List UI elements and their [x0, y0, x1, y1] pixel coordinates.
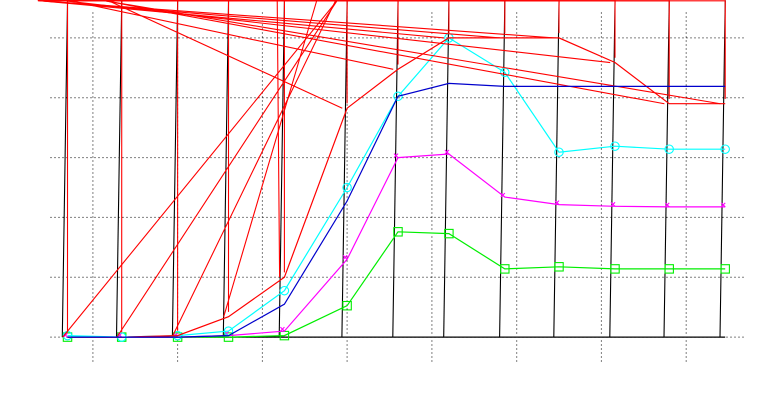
marker-square [444, 228, 454, 239]
data-point [61, 0, 69, 338]
data-point [554, 262, 564, 272]
data-point [393, 91, 403, 102]
series-layer [37, 0, 730, 342]
data-point [443, 0, 450, 338]
marker-x [500, 192, 506, 198]
series-5 [67, 82, 726, 338]
marker-triangle-left [663, 0, 670, 338]
data-point [500, 192, 506, 198]
data-point [115, 0, 123, 338]
marker-x [63, 332, 68, 338]
series-4 [37, 0, 726, 338]
data-point [719, 0, 726, 338]
marker-circle [664, 144, 674, 154]
data-point [393, 227, 403, 237]
marker-circle [554, 147, 564, 157]
marker-square [720, 264, 730, 274]
series-line [67, 82, 726, 338]
marker-circle [393, 91, 403, 102]
data-point [663, 0, 670, 338]
data-point [610, 141, 620, 151]
marker-triangle-left [171, 0, 179, 338]
data-point [341, 0, 348, 338]
marker-circle [610, 141, 620, 151]
marker-triangle-up [103, 0, 726, 105]
data-point [610, 201, 616, 207]
data-point [279, 285, 290, 296]
marker-triangle-left [719, 0, 726, 338]
data-point [103, 0, 726, 105]
data-point [342, 300, 352, 311]
data-point [720, 264, 730, 274]
marker-x [664, 202, 670, 208]
marker-triangle-left [443, 0, 450, 338]
data-point [500, 264, 510, 274]
data-point [393, 153, 399, 159]
marker-square [664, 264, 674, 274]
data-point [342, 182, 352, 193]
marker-x [342, 254, 348, 260]
data-point [171, 0, 179, 338]
data-point [342, 254, 348, 260]
marker-triangle-left [392, 0, 399, 338]
marker-x [393, 153, 399, 159]
marker-square [223, 332, 234, 342]
marker-square [554, 262, 564, 272]
data-point [222, 0, 230, 338]
data-point [280, 326, 285, 332]
data-point [499, 0, 506, 338]
series-line [67, 37, 726, 338]
data-point [554, 147, 564, 157]
marker-triangle-left [609, 0, 616, 338]
marker-x [554, 200, 560, 206]
marker-triangle-left [222, 0, 230, 338]
marker-x [720, 202, 726, 208]
data-point [444, 228, 454, 239]
data-point [554, 200, 560, 206]
data-point [63, 332, 68, 338]
data-point [223, 332, 234, 342]
marker-triangle-left [341, 0, 348, 338]
data-point [444, 149, 450, 155]
data-point [664, 144, 674, 154]
marker-square [393, 227, 403, 237]
marker-circle [342, 182, 352, 193]
data-point [609, 0, 616, 338]
marker-circle [720, 144, 730, 154]
marker-square [500, 264, 510, 274]
marker-triangle-left [61, 0, 69, 338]
marker-triangle-left [115, 0, 123, 338]
marker-x [280, 326, 285, 332]
marker-square [610, 264, 620, 274]
marker-x [444, 149, 450, 155]
marker-square [342, 300, 352, 311]
data-point [720, 144, 730, 154]
data-point [720, 202, 726, 208]
data-point [664, 264, 674, 274]
data-point [664, 202, 670, 208]
marker-circle [279, 285, 290, 296]
marker-x [610, 201, 616, 207]
data-point [610, 264, 620, 274]
data-point [392, 0, 399, 338]
marker-triangle-left [499, 0, 506, 338]
